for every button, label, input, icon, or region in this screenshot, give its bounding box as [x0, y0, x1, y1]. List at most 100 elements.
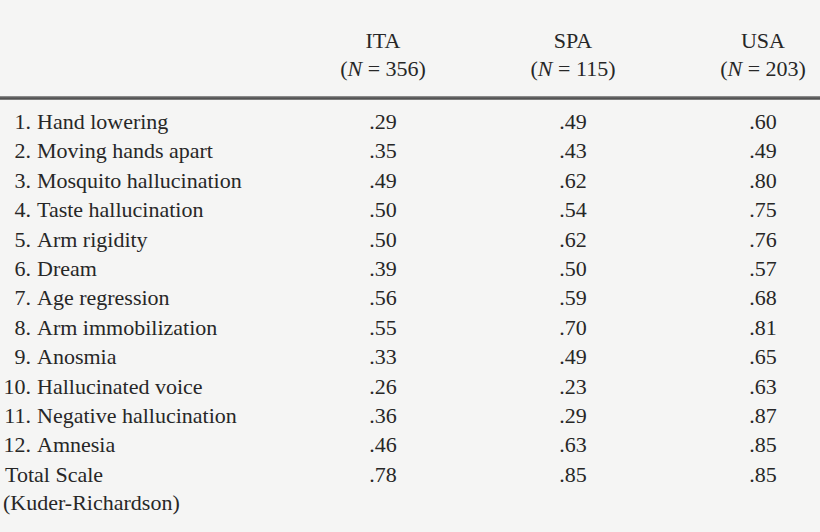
- table-row: 6.Dream .39 .50 .57: [0, 254, 820, 283]
- table-row: 10.Hallucinated voice .26 .23 .63: [0, 372, 820, 401]
- row-number: 2.: [2, 136, 31, 165]
- ita-value: .56: [288, 283, 478, 312]
- usa-value: .81: [668, 313, 820, 342]
- row-number: 1.: [2, 107, 31, 136]
- table-row: 12.Amnesia .46 .63 .85: [0, 430, 820, 459]
- usa-value: .60: [668, 107, 820, 136]
- header-divider-rule: [0, 96, 820, 100]
- ita-value: .33: [288, 342, 478, 371]
- row-label: 6.Dream: [0, 254, 288, 283]
- table-row: 1.Hand lowering .29 .49 .60: [0, 107, 820, 136]
- row-number: 5.: [2, 225, 31, 254]
- ita-value: .39: [288, 254, 478, 283]
- column-code: USA: [668, 27, 820, 55]
- spa-value: .49: [478, 342, 668, 371]
- ita-value: .26: [288, 372, 478, 401]
- row-item-name: Total Scale: [5, 460, 103, 489]
- row-item-name: Taste hallucination: [37, 195, 203, 224]
- table-row: 3.Mosquito hallucination .49 .62 .80: [0, 166, 820, 195]
- row-number: 9.: [2, 342, 31, 371]
- spa-value: .59: [478, 283, 668, 312]
- spa-value: .62: [478, 225, 668, 254]
- reliability-table-page: ITA (N = 356) SPA (N = 115) USA (N = 203…: [0, 0, 820, 532]
- spa-value: .70: [478, 313, 668, 342]
- spa-value: .54: [478, 195, 668, 224]
- row-label: 9.Anosmia: [0, 342, 288, 371]
- ita-value: .50: [288, 195, 478, 224]
- usa-value: .85: [668, 460, 820, 489]
- ita-value: .46: [288, 430, 478, 459]
- row-label: 3.Mosquito hallucination: [0, 166, 288, 195]
- table-row: 9.Anosmia .33 .49 .65: [0, 342, 820, 371]
- spa-value: .62: [478, 166, 668, 195]
- row-label: 12.Amnesia: [0, 430, 288, 459]
- usa-value: .57: [668, 254, 820, 283]
- row-label: 5.Arm rigidity: [0, 225, 288, 254]
- table-row-total: Total Scale .78 .85 .85: [0, 460, 820, 489]
- table-row: 2.Moving hands apart .35 .43 .49: [0, 136, 820, 165]
- row-item-name: Amnesia: [37, 430, 115, 459]
- row-number: 11.: [2, 401, 31, 430]
- row-item-name: Negative hallucination: [37, 401, 237, 430]
- spa-value: .63: [478, 430, 668, 459]
- table-row: 5.Arm rigidity .50 .62 .76: [0, 225, 820, 254]
- ita-value: .78: [288, 460, 478, 489]
- usa-value: .87: [668, 401, 820, 430]
- ita-value: .50: [288, 225, 478, 254]
- usa-value: .65: [668, 342, 820, 371]
- total-scale-method-label: (Kuder-Richardson): [0, 489, 820, 517]
- row-item-name: Dream: [37, 254, 97, 283]
- spa-value: .85: [478, 460, 668, 489]
- row-label: 7.Age regression: [0, 283, 288, 312]
- usa-value: .76: [668, 225, 820, 254]
- row-number: 8.: [2, 313, 31, 342]
- row-item-name: Hand lowering: [37, 107, 168, 136]
- spa-value: .43: [478, 136, 668, 165]
- row-number: 12.: [2, 430, 31, 459]
- spa-value: .29: [478, 401, 668, 430]
- row-label: 10.Hallucinated voice: [0, 372, 288, 401]
- column-sample-size: (N = 356): [288, 55, 478, 83]
- spa-value: .50: [478, 254, 668, 283]
- row-number: 4.: [2, 195, 31, 224]
- usa-value: .49: [668, 136, 820, 165]
- spa-value: .23: [478, 372, 668, 401]
- row-number: 3.: [2, 166, 31, 195]
- column-sample-size: (N = 115): [478, 55, 668, 83]
- row-label: 4.Taste hallucination: [0, 195, 288, 224]
- row-label: 2.Moving hands apart: [0, 136, 288, 165]
- usa-value: .85: [668, 430, 820, 459]
- row-label: 11.Negative hallucination: [0, 401, 288, 430]
- usa-value: .75: [668, 195, 820, 224]
- column-code: SPA: [478, 27, 668, 55]
- column-code: ITA: [288, 27, 478, 55]
- row-item-name: Age regression: [37, 283, 170, 312]
- column-header-usa: USA (N = 203): [668, 27, 820, 83]
- table-row: 11.Negative hallucination .36 .29 .87: [0, 401, 820, 430]
- usa-value: .80: [668, 166, 820, 195]
- table-row: 4.Taste hallucination .50 .54 .75: [0, 195, 820, 224]
- usa-value: .68: [668, 283, 820, 312]
- column-sample-size: (N = 203): [668, 55, 820, 83]
- row-item-name: Hallucinated voice: [37, 372, 203, 401]
- row-item-name: Mosquito hallucination: [37, 166, 242, 195]
- row-item-name: Anosmia: [37, 342, 116, 371]
- row-number: 7.: [2, 283, 31, 312]
- ita-value: .49: [288, 166, 478, 195]
- row-label: Total Scale: [0, 460, 288, 489]
- table-body: 1.Hand lowering .29 .49 .60 2.Moving han…: [0, 107, 820, 517]
- usa-value: .63: [668, 372, 820, 401]
- column-header-ita: ITA (N = 356): [288, 27, 478, 83]
- spa-value: .49: [478, 107, 668, 136]
- row-item-name: Arm immobilization: [37, 313, 217, 342]
- ita-value: .35: [288, 136, 478, 165]
- header-spacer: [0, 27, 288, 83]
- row-label: 1.Hand lowering: [0, 107, 288, 136]
- row-item-name: Moving hands apart: [37, 136, 213, 165]
- ita-value: .55: [288, 313, 478, 342]
- row-item-name: Arm rigidity: [37, 225, 148, 254]
- column-header-spa: SPA (N = 115): [478, 27, 668, 83]
- table: ITA (N = 356) SPA (N = 115) USA (N = 203…: [0, 0, 820, 517]
- row-number: 10.: [2, 372, 31, 401]
- table-header: ITA (N = 356) SPA (N = 115) USA (N = 203…: [0, 0, 820, 83]
